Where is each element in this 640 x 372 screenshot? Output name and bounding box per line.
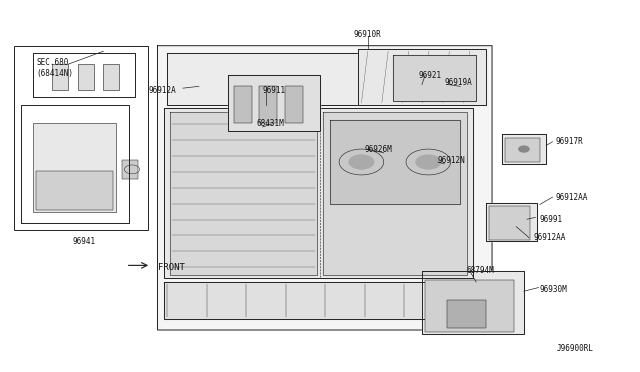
FancyBboxPatch shape <box>14 46 148 230</box>
Circle shape <box>415 155 441 169</box>
Circle shape <box>349 155 374 169</box>
FancyBboxPatch shape <box>103 64 119 90</box>
Text: 96926M: 96926M <box>365 145 392 154</box>
FancyBboxPatch shape <box>447 301 486 328</box>
Polygon shape <box>164 109 473 278</box>
FancyBboxPatch shape <box>259 86 277 123</box>
Polygon shape <box>170 112 317 275</box>
Text: 96930M: 96930M <box>540 285 568 294</box>
Text: 96941: 96941 <box>73 237 96 246</box>
Text: SEC.680
(68414N): SEC.680 (68414N) <box>36 58 74 77</box>
FancyBboxPatch shape <box>122 160 138 179</box>
Polygon shape <box>330 119 460 205</box>
Polygon shape <box>486 203 537 241</box>
Text: 96912AA: 96912AA <box>534 233 566 242</box>
Text: 68431M: 68431M <box>256 119 284 128</box>
FancyBboxPatch shape <box>52 64 68 90</box>
Text: 96911: 96911 <box>262 86 286 94</box>
Polygon shape <box>323 112 467 275</box>
FancyBboxPatch shape <box>78 64 94 90</box>
FancyBboxPatch shape <box>33 123 116 212</box>
Text: J96900RL: J96900RL <box>557 344 594 353</box>
Text: 96912A: 96912A <box>149 86 177 94</box>
Text: 96910R: 96910R <box>354 30 381 39</box>
FancyBboxPatch shape <box>489 206 531 240</box>
Polygon shape <box>358 49 486 105</box>
Polygon shape <box>502 134 546 164</box>
FancyBboxPatch shape <box>234 86 252 123</box>
FancyBboxPatch shape <box>425 280 515 332</box>
Polygon shape <box>394 55 476 101</box>
Polygon shape <box>157 46 492 330</box>
Text: 68794M: 68794M <box>467 266 494 275</box>
Polygon shape <box>422 271 524 334</box>
Polygon shape <box>167 53 479 105</box>
FancyBboxPatch shape <box>285 86 303 123</box>
FancyBboxPatch shape <box>505 138 540 162</box>
Text: 96917R: 96917R <box>556 137 584 146</box>
Polygon shape <box>228 75 320 131</box>
Text: FRONT: FRONT <box>157 263 184 272</box>
Text: 96921: 96921 <box>419 71 442 80</box>
Polygon shape <box>164 282 473 319</box>
Text: 96991: 96991 <box>540 215 563 224</box>
FancyBboxPatch shape <box>36 171 113 210</box>
Circle shape <box>519 146 529 152</box>
Text: 96912N: 96912N <box>438 155 466 165</box>
Text: 96919A: 96919A <box>444 78 472 87</box>
Text: 96912AA: 96912AA <box>556 193 588 202</box>
